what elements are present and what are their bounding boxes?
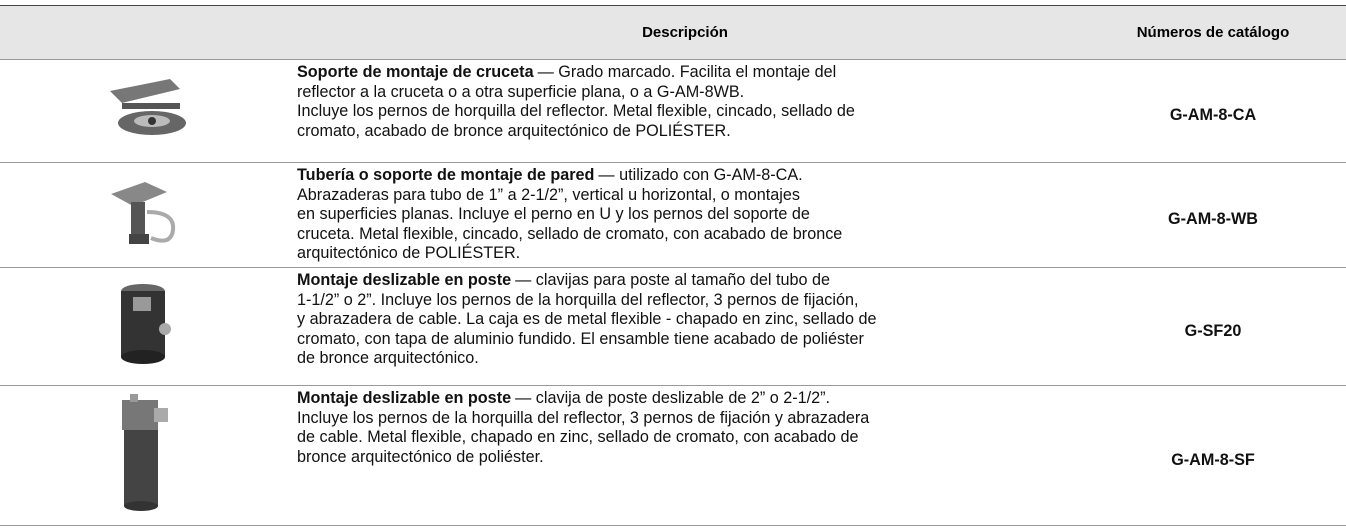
text-line: y abrazadera de cable. La caja es de met… bbox=[297, 310, 877, 329]
image-cell bbox=[0, 267, 290, 386]
text-line: 1-1/2” o 2”. Incluye los pernos de la ho… bbox=[297, 290, 859, 309]
text-line: — Grado marcado. Facilita el montaje del bbox=[537, 63, 837, 81]
header-cell bbox=[0, 5, 290, 60]
catalog-number: G-AM-8-WB bbox=[1080, 162, 1346, 268]
description-cell: Montaje deslizable en poste — clavijas pa… bbox=[290, 267, 1080, 386]
image-cell bbox=[0, 162, 290, 268]
text-line: de cable. Metal flexible, chapado en zin… bbox=[297, 428, 859, 447]
product-image bbox=[111, 182, 176, 245]
row: Montaje deslizable en poste — clavija de … bbox=[0, 385, 1346, 526]
image-cell bbox=[0, 59, 290, 163]
text-line: Incluye los pernos de horquilla del refl… bbox=[297, 102, 855, 121]
item-title: Tubería o soporte de montaje de pared bbox=[297, 166, 595, 184]
header-description: Descripción bbox=[290, 5, 1080, 60]
text-line: arquitectónico de POLIÉSTER. bbox=[297, 244, 521, 263]
item-title: Montaje deslizable en poste bbox=[297, 271, 512, 289]
header-catalog: Números de catálogo bbox=[1080, 5, 1346, 60]
item-title: Soporte de montaje de cruceta bbox=[297, 63, 534, 81]
text-line: reflector a la cruceta o a otra superfic… bbox=[297, 82, 745, 101]
catalog-number: G-SF20 bbox=[1080, 267, 1346, 386]
text-line: de bronce arquitectónico. bbox=[297, 349, 479, 368]
text-line: — clavija de poste deslizable de 2” o 2-… bbox=[515, 389, 831, 407]
text-line: cruceta. Metal flexible, cincado, sellad… bbox=[297, 224, 843, 243]
header-row: Descripción Números de catálogo bbox=[0, 5, 1346, 60]
text-line: — utilizado con G-AM-8-CA. bbox=[598, 166, 803, 184]
row: Montaje deslizable en poste — clavijas pa… bbox=[0, 267, 1346, 386]
item-title: Montaje deslizable en poste bbox=[297, 389, 512, 407]
image-cell bbox=[0, 385, 290, 526]
product-image bbox=[121, 283, 171, 364]
text-line: Incluye los pernos de la horquilla del r… bbox=[297, 408, 870, 427]
text-line: cromato, acabado de bronce arquitectónic… bbox=[297, 121, 731, 140]
description-cell: Tubería o soporte de montaje de pared — u… bbox=[290, 162, 1080, 268]
text-line: — clavijas para poste al tamaño del tubo… bbox=[515, 271, 831, 289]
text-line: cromato, con tapa de aluminio fundido. E… bbox=[297, 329, 864, 348]
product-image bbox=[110, 79, 186, 136]
row: Soporte de montaje de cruceta — Grado mar… bbox=[0, 59, 1346, 163]
description-cell: Montaje deslizable en poste — clavija de … bbox=[290, 385, 1080, 526]
catalog-number: G-AM-8-SF bbox=[1080, 385, 1346, 526]
text-line: bronce arquitectónico de poliéster. bbox=[297, 447, 544, 466]
catalog-number: G-AM-8-CA bbox=[1080, 59, 1346, 163]
text-line: Abrazaderas para tubo de 1” a 2-1/2”, ve… bbox=[297, 185, 800, 204]
description-cell: Soporte de montaje de cruceta — Grado mar… bbox=[290, 59, 1080, 163]
product-image bbox=[122, 393, 168, 511]
row: Tubería o soporte de montaje de pared — u… bbox=[0, 162, 1346, 268]
catalog-table: Descripción Números de catálogo Soporte … bbox=[0, 5, 1346, 526]
text-line: en superficies planas. Incluye el perno … bbox=[297, 205, 810, 224]
